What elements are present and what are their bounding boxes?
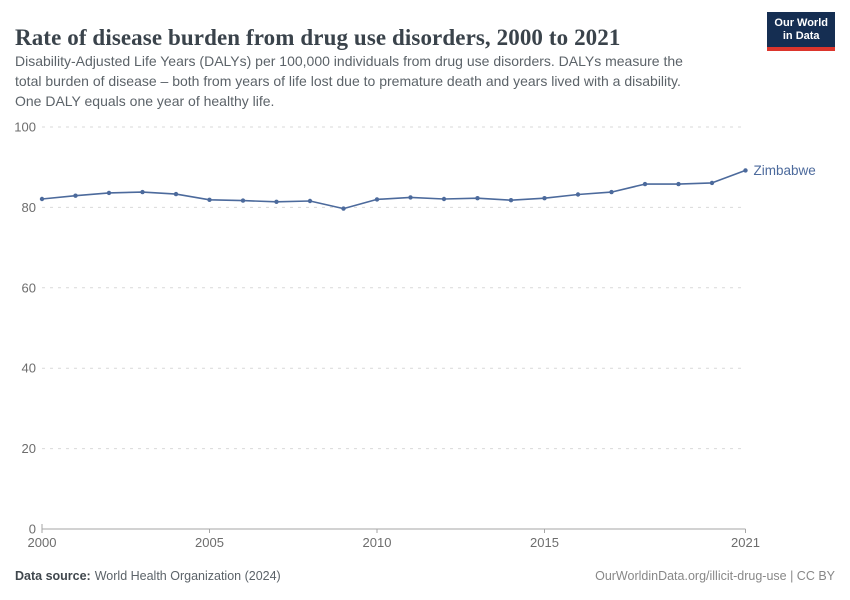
page-title: Rate of disease burden from drug use dis…: [15, 25, 621, 51]
data-point[interactable]: [274, 199, 279, 204]
data-point[interactable]: [609, 189, 614, 195]
data-point[interactable]: [408, 195, 413, 200]
x-tick-label: 2005: [195, 535, 224, 550]
data-point[interactable]: [542, 196, 547, 201]
data-point[interactable]: [106, 190, 112, 196]
data-point[interactable]: [374, 197, 380, 202]
y-tick-label: 0: [29, 522, 36, 537]
x-tick-label: 2015: [530, 535, 559, 550]
data-point[interactable]: [709, 180, 715, 186]
chart-subtitle: Disability-Adjusted Life Years (DALYs) p…: [15, 51, 735, 111]
data-point[interactable]: [341, 206, 346, 211]
data-source-value: World Health Organization (2024): [94, 569, 281, 583]
series-line-zimbabwe[interactable]: [41, 169, 746, 210]
data-point[interactable]: [39, 196, 45, 202]
data-point[interactable]: [676, 181, 681, 187]
y-tick-label: 100: [14, 120, 36, 135]
data-point[interactable]: [140, 189, 145, 195]
owid-logo[interactable]: Our World in Data: [767, 12, 835, 51]
data-point[interactable]: [575, 192, 581, 197]
subtitle-line-3: One DALY equals one year of healthy life…: [15, 93, 275, 109]
owid-logo-line2: in Data: [782, 30, 820, 42]
subtitle-line-1: Disability-Adjusted Life Years (DALYs) p…: [15, 53, 683, 69]
y-tick-label: 20: [22, 441, 36, 456]
data-point[interactable]: [307, 198, 313, 204]
data-point[interactable]: [240, 198, 246, 203]
series-label-zimbabwe[interactable]: Zimbabwe: [754, 163, 816, 178]
subtitle-line-2: total burden of disease – both from year…: [15, 73, 681, 89]
x-tick-label: 2021: [731, 535, 760, 550]
data-point[interactable]: [743, 168, 748, 173]
owid-logo-line1: Our World: [774, 17, 828, 29]
data-point[interactable]: [173, 191, 179, 197]
data-point[interactable]: [73, 193, 78, 198]
data-point[interactable]: [475, 196, 480, 201]
data-point[interactable]: [508, 198, 514, 203]
x-tick-label: 2000: [28, 535, 57, 550]
data-point[interactable]: [207, 197, 212, 202]
data-point[interactable]: [642, 181, 648, 187]
y-tick-label: 80: [22, 200, 36, 215]
credit-link[interactable]: OurWorldinData.org/illicit-drug-use | CC…: [595, 569, 835, 583]
data-point[interactable]: [441, 196, 447, 202]
data-source: Data source: World Health Organization (2…: [15, 569, 281, 583]
y-tick-label: 60: [22, 280, 36, 295]
x-tick-label: 2010: [363, 535, 392, 550]
y-tick-label: 40: [22, 361, 36, 376]
data-source-label: Data source:: [15, 569, 91, 583]
